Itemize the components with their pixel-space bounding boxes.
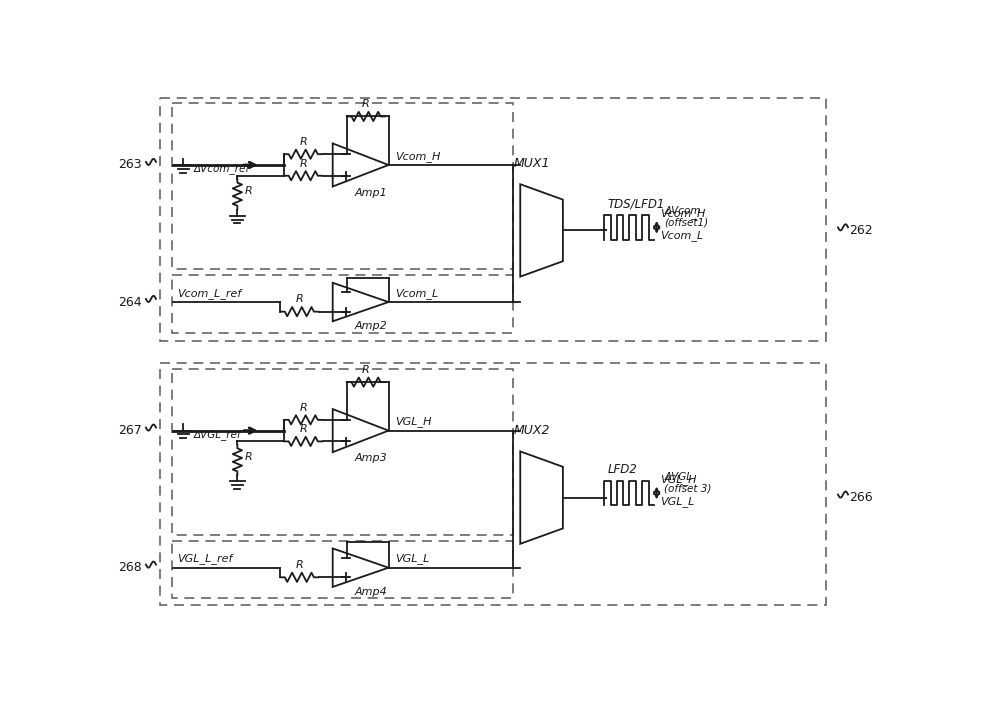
Text: VGL_H: VGL_H: [660, 474, 696, 485]
Text: R: R: [299, 158, 307, 168]
Text: 264: 264: [118, 296, 142, 308]
Text: R: R: [245, 452, 253, 462]
Text: LFD2: LFD2: [608, 463, 638, 476]
Text: Amp2: Amp2: [355, 321, 388, 331]
Bar: [172, 369, 512, 535]
Text: Vcom_H: Vcom_H: [395, 151, 440, 162]
Text: R: R: [296, 294, 303, 304]
Text: 267: 267: [118, 424, 142, 437]
Bar: [172, 540, 512, 599]
Text: 263: 263: [118, 158, 142, 172]
Text: Amp3: Amp3: [355, 454, 388, 463]
Text: VGL_H: VGL_H: [395, 416, 431, 428]
Text: R: R: [296, 560, 303, 570]
Text: R: R: [362, 365, 370, 375]
Text: Amp1: Amp1: [355, 188, 388, 198]
Text: Amp4: Amp4: [355, 587, 388, 597]
Text: VGL_L: VGL_L: [395, 554, 429, 564]
Text: 266: 266: [850, 491, 873, 504]
Text: R: R: [299, 402, 307, 413]
Bar: [160, 363, 826, 606]
Text: 268: 268: [118, 562, 142, 574]
Bar: [172, 275, 512, 333]
Text: MUX2: MUX2: [514, 425, 550, 437]
Text: ΔVcom
(offset1): ΔVcom (offset1): [664, 206, 709, 228]
Text: Vcom_L: Vcom_L: [660, 230, 703, 241]
Text: Vcom_H: Vcom_H: [660, 209, 705, 219]
Bar: [160, 98, 826, 341]
Text: R: R: [245, 186, 253, 196]
Text: MUX1: MUX1: [514, 157, 550, 170]
Text: TDS/LFD1: TDS/LFD1: [608, 197, 665, 210]
Text: R: R: [362, 100, 370, 109]
Text: ΔVGL
(offset 3): ΔVGL (offset 3): [664, 472, 712, 494]
Text: VGL_L_ref: VGL_L_ref: [177, 554, 232, 564]
Text: Vcom_L: Vcom_L: [395, 288, 438, 299]
Text: ΔVcom_ref: ΔVcom_ref: [193, 163, 249, 174]
Text: Vcom_L_ref: Vcom_L_ref: [177, 288, 241, 299]
Text: VGL_L: VGL_L: [660, 496, 694, 507]
Text: ΔVGL_ref: ΔVGL_ref: [193, 429, 241, 440]
Text: R: R: [299, 424, 307, 434]
Text: 262: 262: [850, 224, 873, 237]
Bar: [172, 103, 512, 269]
Text: R: R: [299, 137, 307, 147]
